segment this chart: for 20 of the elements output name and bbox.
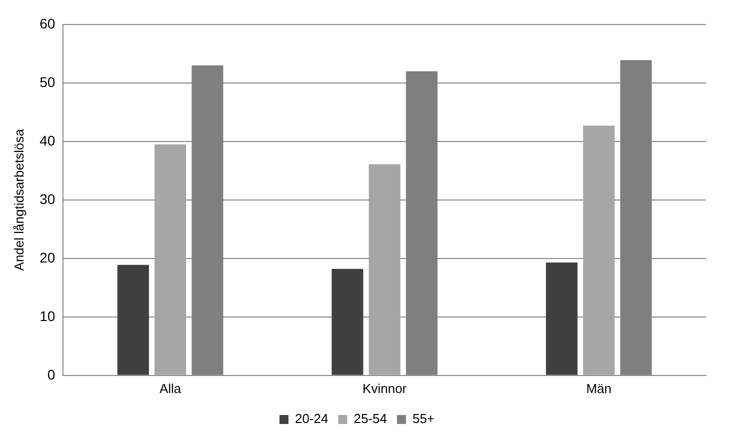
y-tick-label: 60 bbox=[40, 15, 56, 32]
bar bbox=[368, 164, 400, 375]
y-axis-title: Andel långtidsarbetslösa bbox=[11, 128, 26, 271]
legend-label: 20-24 bbox=[294, 411, 328, 426]
x-tick-label: Alla bbox=[159, 380, 182, 396]
bar bbox=[154, 144, 186, 375]
bar bbox=[583, 126, 615, 375]
y-tick-label: 50 bbox=[40, 74, 56, 90]
bar bbox=[332, 268, 364, 375]
y-tick-label: 30 bbox=[40, 190, 56, 207]
bar bbox=[117, 264, 149, 375]
y-tick-label: 10 bbox=[40, 308, 56, 324]
y-tick-label: 40 bbox=[40, 132, 56, 148]
y-tick-label: 20 bbox=[40, 249, 56, 266]
x-tick-label: Kvinnor bbox=[362, 380, 408, 396]
legend-label: 25-54 bbox=[354, 411, 387, 426]
legend-label: 55+ bbox=[412, 411, 435, 426]
y-tick-label: 0 bbox=[47, 366, 56, 382]
bar bbox=[546, 262, 578, 375]
x-tick-label: Män bbox=[586, 380, 612, 396]
